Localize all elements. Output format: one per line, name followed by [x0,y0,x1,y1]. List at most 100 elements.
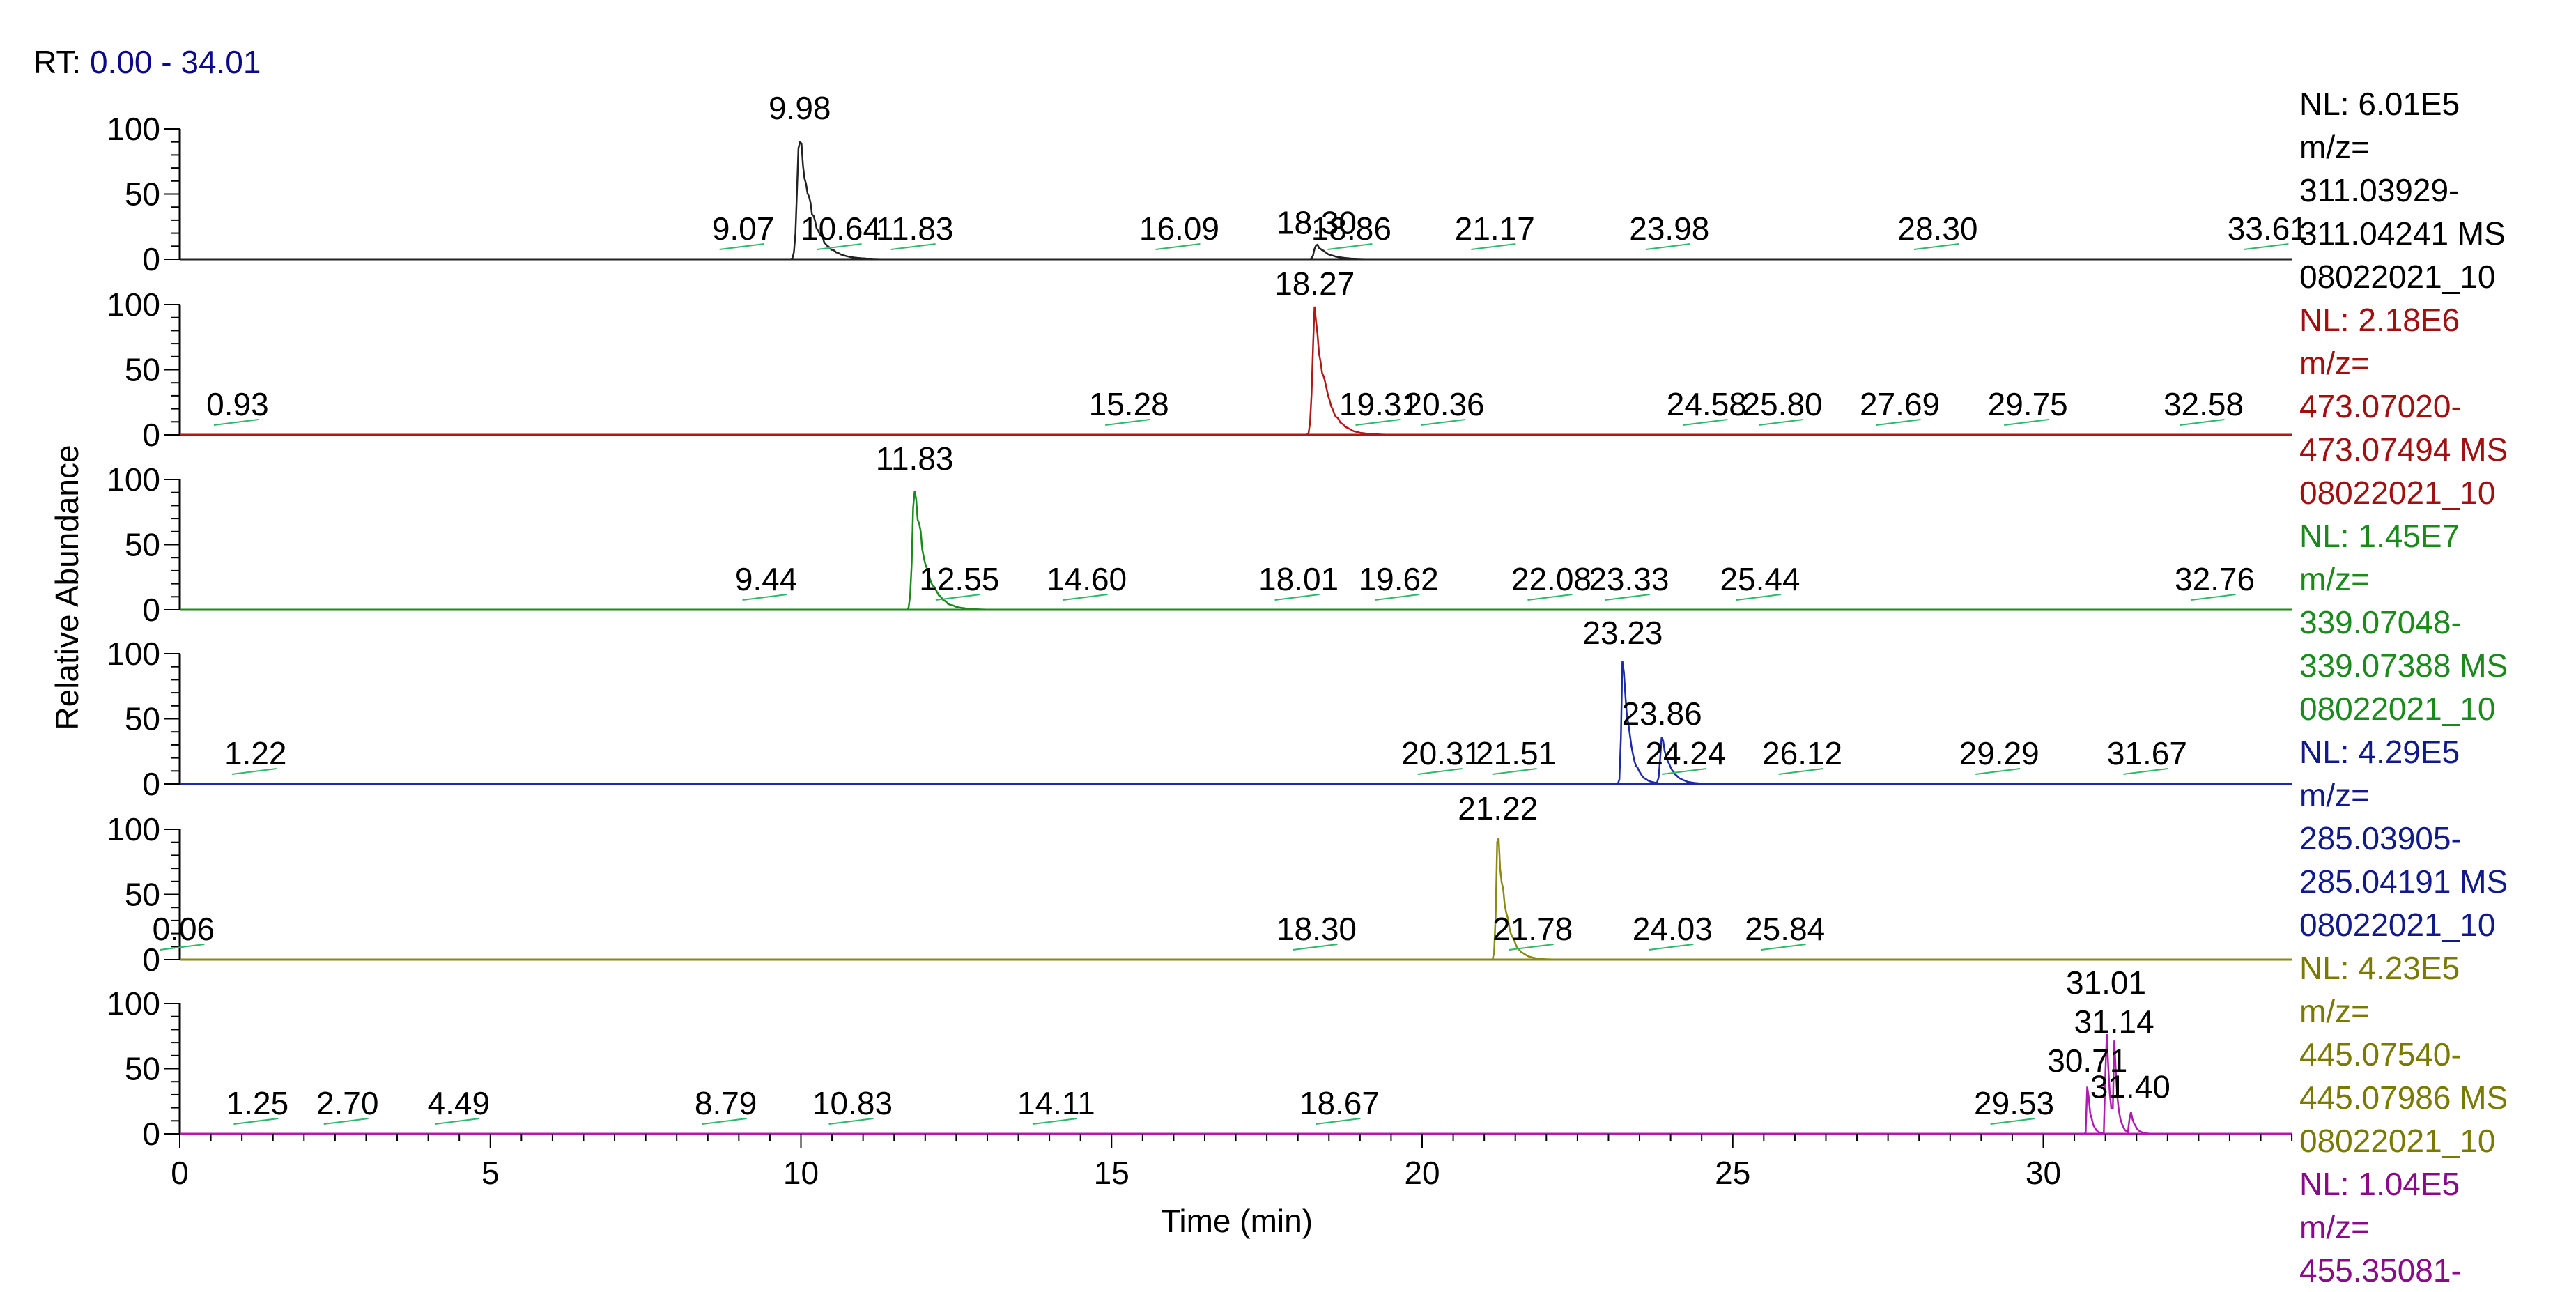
peak-label: 14.60 [1047,561,1127,597]
y-tick-label: 100 [107,461,160,498]
peak-label: 19.62 [1359,561,1439,597]
label-leader [1761,944,1806,951]
peak-label: 31.14 [2074,1003,2154,1040]
label-leader [1293,944,1338,951]
y-tick-label: 0 [142,766,160,802]
peak-label: 18.30 [1277,205,1357,241]
label-leader [1736,594,1782,601]
peak-label: 16.09 [1139,210,1219,247]
trace-info-line: m/z= [2299,345,2370,381]
label-leader [702,1118,747,1125]
y-tick-label: 50 [125,527,160,563]
trace-info-line: NL: 1.45E7 [2299,518,2460,554]
peak-label: 23.33 [1589,561,1669,597]
peak-label: 18.01 [1258,561,1339,597]
y-axis-label: Relative Abundance [49,445,85,730]
label-leader [1327,243,1373,250]
label-leader [742,594,787,601]
label-leader [1527,594,1573,601]
peak-label: 23.23 [1582,615,1663,651]
trace-line [180,491,2292,611]
trace-line [180,661,2292,785]
peak-label: 33.61 [2228,210,2308,247]
label-leader [1683,419,1728,426]
y-tick-label: 50 [125,352,160,388]
label-leader [719,243,764,250]
peak-label: 31.40 [2090,1069,2170,1105]
peak-label: 20.31 [1401,735,1481,771]
y-tick-label: 0 [142,592,160,628]
trace-info-line: m/z= [2299,993,2370,1029]
peak-label: 9.07 [712,210,775,247]
peak-label: 18.27 [1274,266,1355,302]
y-tick-label: 100 [107,985,160,1022]
peak-label: 1.25 [226,1085,289,1121]
trace-info-line: 08022021_10 [2299,691,2496,727]
label-leader [935,594,980,601]
peak-label: 20.36 [1405,386,1485,422]
peak-label: 19.31 [1339,386,1419,422]
label-leader [160,944,205,951]
label-leader [2191,594,2236,601]
peak-label: 31.67 [2107,735,2187,771]
trace-info-line: 08022021_10 [2299,907,2496,943]
trace-line [180,141,2292,261]
label-leader [1649,944,1694,951]
label-leader [1645,243,1690,250]
trace-info-line: 08022021_10 [2299,259,2496,295]
label-leader [1913,243,1959,250]
y-tick-label: 0 [142,941,160,978]
label-leader [2244,243,2289,250]
label-leader [231,768,277,775]
y-tick-label: 50 [125,701,160,737]
peak-label: 29.53 [1974,1085,2054,1121]
peak-label: 0.06 [153,911,215,947]
trace-info-line: m/z= [2299,129,2370,165]
trace-line [180,306,2292,436]
peak-label: 25.80 [1743,386,1823,422]
peak-label: 24.03 [1633,911,1713,947]
trace-info-line: m/z= [2299,1209,2370,1245]
trace-info-line: 08022021_10 [2299,1123,2496,1159]
peak-label: 0.93 [206,386,269,422]
y-tick-label: 50 [125,877,160,913]
rt-prefix: RT: [33,44,82,80]
x-tick-label: 0 [171,1155,189,1191]
peak-label: 14.11 [1017,1085,1095,1121]
label-leader [1661,768,1707,775]
peak-label: 24.24 [1645,735,1725,771]
trace-info-line: NL: 6.01E5 [2299,86,2460,122]
label-leader [2004,419,2049,426]
peak-label: 2.70 [316,1085,379,1121]
label-leader [323,1118,369,1125]
x-tick-label: 15 [1094,1155,1129,1191]
peak-label: 15.28 [1089,386,1169,422]
trace-info-line: 285.03905- [2299,820,2462,856]
peak-label: 32.76 [2175,561,2255,597]
trace-info-line: NL: 1.04E5 [2299,1166,2460,1202]
label-leader [1274,594,1320,601]
y-tick-label: 0 [142,417,160,453]
trace-info-line: 473.07020- [2299,388,2462,424]
peak-label: 12.55 [919,561,999,597]
x-tick-label: 30 [2026,1155,2061,1191]
peak-label: 10.83 [812,1085,893,1121]
peak-label: 18.30 [1277,911,1357,947]
trace-info-line: m/z= [2299,777,2370,813]
trace-info-line: NL: 4.29E5 [2299,734,2460,770]
trace-info-line: 311.04241 MS [2299,215,2506,252]
label-leader [1990,1118,2035,1125]
y-tick-label: 100 [107,111,160,147]
y-tick-label: 100 [107,811,160,847]
label-leader [435,1118,480,1125]
y-tick-label: 0 [142,241,160,277]
trace-info-line: 285.04191 MS [2299,863,2508,900]
label-leader [1155,243,1201,250]
peak-label: 21.78 [1493,911,1573,947]
peak-label: 31.01 [2066,964,2146,1001]
label-leader [1509,944,1554,951]
trace-info-panel: NL: 6.01E5 m/z= 311.03929- 311.04241 MS 0802… [2299,82,2508,1292]
peak-label: 8.79 [695,1085,757,1121]
label-leader [1375,594,1420,601]
trace-info-line: 473.07494 MS [2299,431,2508,468]
